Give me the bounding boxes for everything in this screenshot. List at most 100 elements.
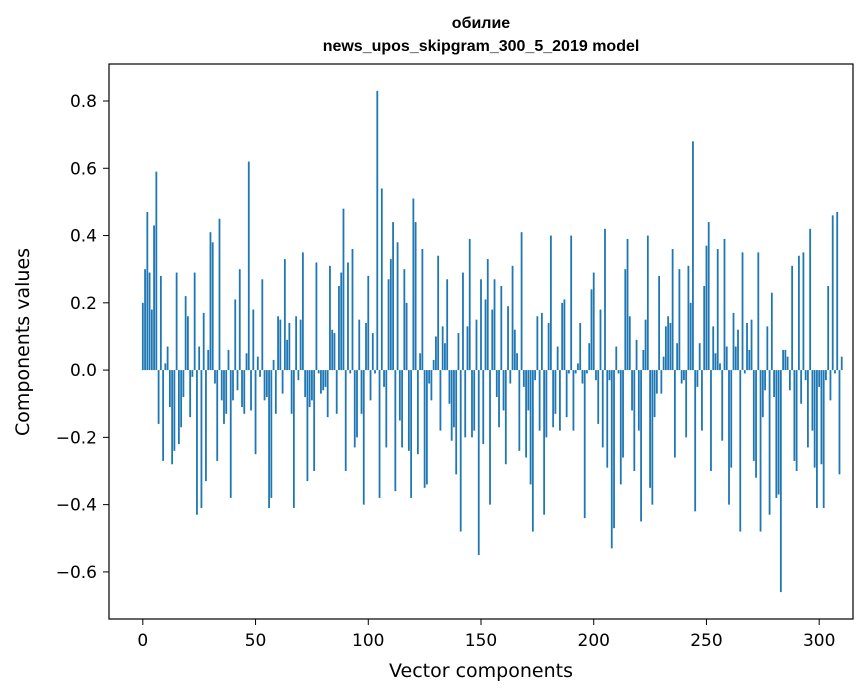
- bar-component-174: [534, 370, 537, 381]
- bar-component-275: [761, 370, 764, 418]
- x-tick-label: 150: [465, 631, 497, 651]
- bar-component-94: [353, 370, 356, 448]
- bar-component-289: [793, 370, 796, 461]
- bar-component-52: [259, 370, 261, 377]
- bar-component-139: [455, 370, 458, 475]
- bar-component-53: [261, 279, 264, 371]
- bar-component-61: [279, 319, 282, 371]
- bar-component-24: [196, 370, 198, 515]
- bar-component-272: [755, 370, 757, 478]
- bar-component-90: [344, 370, 347, 471]
- bar-component-235: [671, 249, 674, 371]
- bar-component-1: [144, 269, 146, 371]
- bar-component-202: [597, 370, 600, 424]
- bar-component-136: [448, 370, 451, 404]
- bar-component-201: [595, 370, 597, 381]
- bar-component-300: [818, 370, 821, 387]
- bar-component-306: [831, 215, 834, 371]
- bar-component-79: [320, 370, 322, 394]
- y-tick-label: 0.2: [70, 294, 97, 314]
- bar-component-6: [155, 171, 158, 371]
- bar-component-148: [475, 319, 478, 371]
- bar-component-108: [385, 370, 388, 448]
- bar-component-253: [712, 326, 715, 371]
- bar-component-298: [813, 370, 816, 468]
- bar-component-301: [820, 370, 823, 465]
- bar-component-103: [374, 370, 376, 374]
- bar-component-25: [198, 346, 201, 371]
- bar-component-31: [211, 242, 214, 371]
- y-tick-label: −0.6: [56, 563, 97, 583]
- y-tick-label: 0.0: [70, 361, 97, 381]
- bar-component-41: [234, 299, 237, 371]
- bar-component-196: [583, 370, 586, 519]
- bar-component-37: [225, 370, 228, 414]
- bar-component-71: [301, 252, 304, 371]
- bar-component-85: [333, 333, 336, 371]
- bar-component-47: [247, 161, 250, 371]
- bar-component-73: [306, 370, 309, 482]
- bar-component-74: [308, 370, 311, 408]
- bar-component-151: [482, 370, 485, 445]
- bar-component-197: [586, 370, 588, 374]
- bar-component-121: [414, 222, 417, 371]
- bar-component-242: [687, 265, 690, 371]
- bar-component-193: [577, 363, 579, 371]
- bar-component-265: [739, 370, 742, 532]
- bar-component-302: [822, 370, 825, 508]
- bar-component-137: [450, 370, 453, 441]
- bar-component-66: [290, 370, 293, 414]
- bar-component-140: [457, 333, 460, 371]
- bar-component-227: [653, 370, 656, 418]
- bar-component-153: [486, 259, 489, 371]
- bar-component-296: [809, 228, 812, 371]
- bar-component-179: [545, 370, 548, 438]
- bar-component-0: [141, 302, 144, 371]
- bar-component-10: [164, 363, 167, 371]
- bar-component-58: [272, 360, 275, 371]
- bar-component-216: [628, 316, 631, 371]
- bar-component-165: [513, 329, 516, 371]
- y-tick-label: 0.6: [70, 159, 97, 179]
- bar-component-164: [511, 265, 514, 371]
- bar-component-163: [509, 370, 512, 384]
- bar-component-284: [782, 349, 785, 371]
- bar-component-51: [256, 356, 259, 371]
- x-tick-label: 50: [245, 631, 267, 651]
- bar-component-190: [570, 235, 573, 371]
- bar-component-169: [522, 370, 525, 387]
- bar-component-279: [770, 292, 773, 371]
- bar-component-204: [601, 370, 604, 448]
- bar-component-65: [288, 323, 291, 371]
- bar-component-241: [685, 370, 688, 438]
- bar-component-129: [432, 360, 435, 371]
- bar-component-270: [750, 319, 753, 371]
- bar-component-46: [245, 353, 248, 371]
- bar-component-67: [292, 370, 295, 508]
- bar-component-92: [349, 370, 352, 374]
- chart-title-line-2: news_upos_skipgram_300_5_2019 model: [323, 38, 640, 55]
- bar-component-126: [425, 370, 428, 485]
- bar-component-22: [191, 370, 194, 377]
- bar-component-277: [766, 326, 769, 371]
- bar-component-238: [678, 269, 681, 371]
- bar-component-62: [281, 370, 284, 394]
- bar-component-189: [568, 370, 570, 374]
- bar-component-185: [559, 370, 561, 431]
- bar-component-268: [746, 323, 748, 371]
- bar-component-299: [816, 370, 818, 508]
- bar-component-198: [588, 343, 591, 371]
- bar-component-243: [689, 302, 692, 371]
- bar-component-194: [579, 323, 582, 371]
- bar-component-35: [220, 370, 223, 401]
- bar-component-84: [331, 329, 334, 371]
- bar-component-5: [153, 225, 155, 371]
- bar-component-181: [549, 235, 552, 371]
- bar-component-191: [572, 370, 575, 431]
- bar-component-83: [329, 265, 331, 371]
- bar-component-26: [200, 370, 203, 508]
- bar-component-70: [299, 319, 302, 371]
- bar-component-7: [157, 370, 160, 424]
- bar-component-274: [759, 370, 762, 532]
- bar-component-220: [637, 370, 640, 431]
